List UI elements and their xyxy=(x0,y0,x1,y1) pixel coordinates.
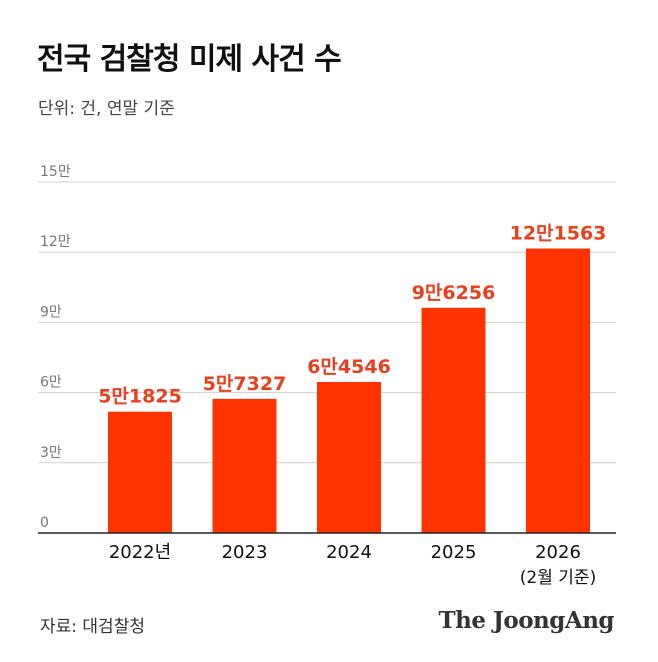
value-label: 12만1563 xyxy=(510,223,607,245)
brand-logo: The JoongAng xyxy=(438,607,615,634)
bars xyxy=(108,248,590,533)
y-tick-label: 15만 xyxy=(40,164,71,180)
x-tick-label: 2025 xyxy=(431,542,477,563)
x-tick-label: 2026 xyxy=(535,542,581,563)
value-label: 6만4546 xyxy=(307,356,391,378)
bar xyxy=(317,381,381,533)
bar-chart: 0 3만 6만 9만 12만 15만 5만1825 5만7327 6만4546 9만6256 12… xyxy=(38,164,616,588)
source-note: 자료: 대검찰청 xyxy=(40,617,145,637)
y-tick-label: 9만 xyxy=(40,304,62,320)
y-tick-label: 3만 xyxy=(40,445,62,461)
chart-subtitle: 단위: 건, 연말 기준 xyxy=(38,99,175,119)
bar xyxy=(108,411,172,533)
bar xyxy=(212,398,277,533)
value-label: 5만1825 xyxy=(98,386,182,408)
y-tick-label: 6만 xyxy=(40,375,62,391)
chart-title: 전국 검찰청 미제 사건 수 xyxy=(37,42,342,77)
value-labels: 5만1825 5만7327 6만4546 9만6256 12만1563 xyxy=(98,223,606,408)
x-tick-label: 2023 xyxy=(222,542,268,563)
y-tick-label: 12만 xyxy=(40,234,71,250)
x-tick-label: 2022년 xyxy=(109,542,171,563)
bar xyxy=(526,248,590,533)
x-tick-sublabel: (2월 기준) xyxy=(520,568,596,588)
y-tick-label: 0 xyxy=(40,515,49,531)
y-axis-tick-labels: 0 3만 6만 9만 12만 15만 xyxy=(40,164,71,531)
x-axis-tick-labels: 2022년 2023 2024 2025 2026 (2월 기준) xyxy=(109,542,596,588)
value-label: 5만7327 xyxy=(203,373,287,395)
value-label: 9만6256 xyxy=(412,282,496,304)
x-tick-label: 2024 xyxy=(326,542,372,563)
bar xyxy=(421,307,486,533)
